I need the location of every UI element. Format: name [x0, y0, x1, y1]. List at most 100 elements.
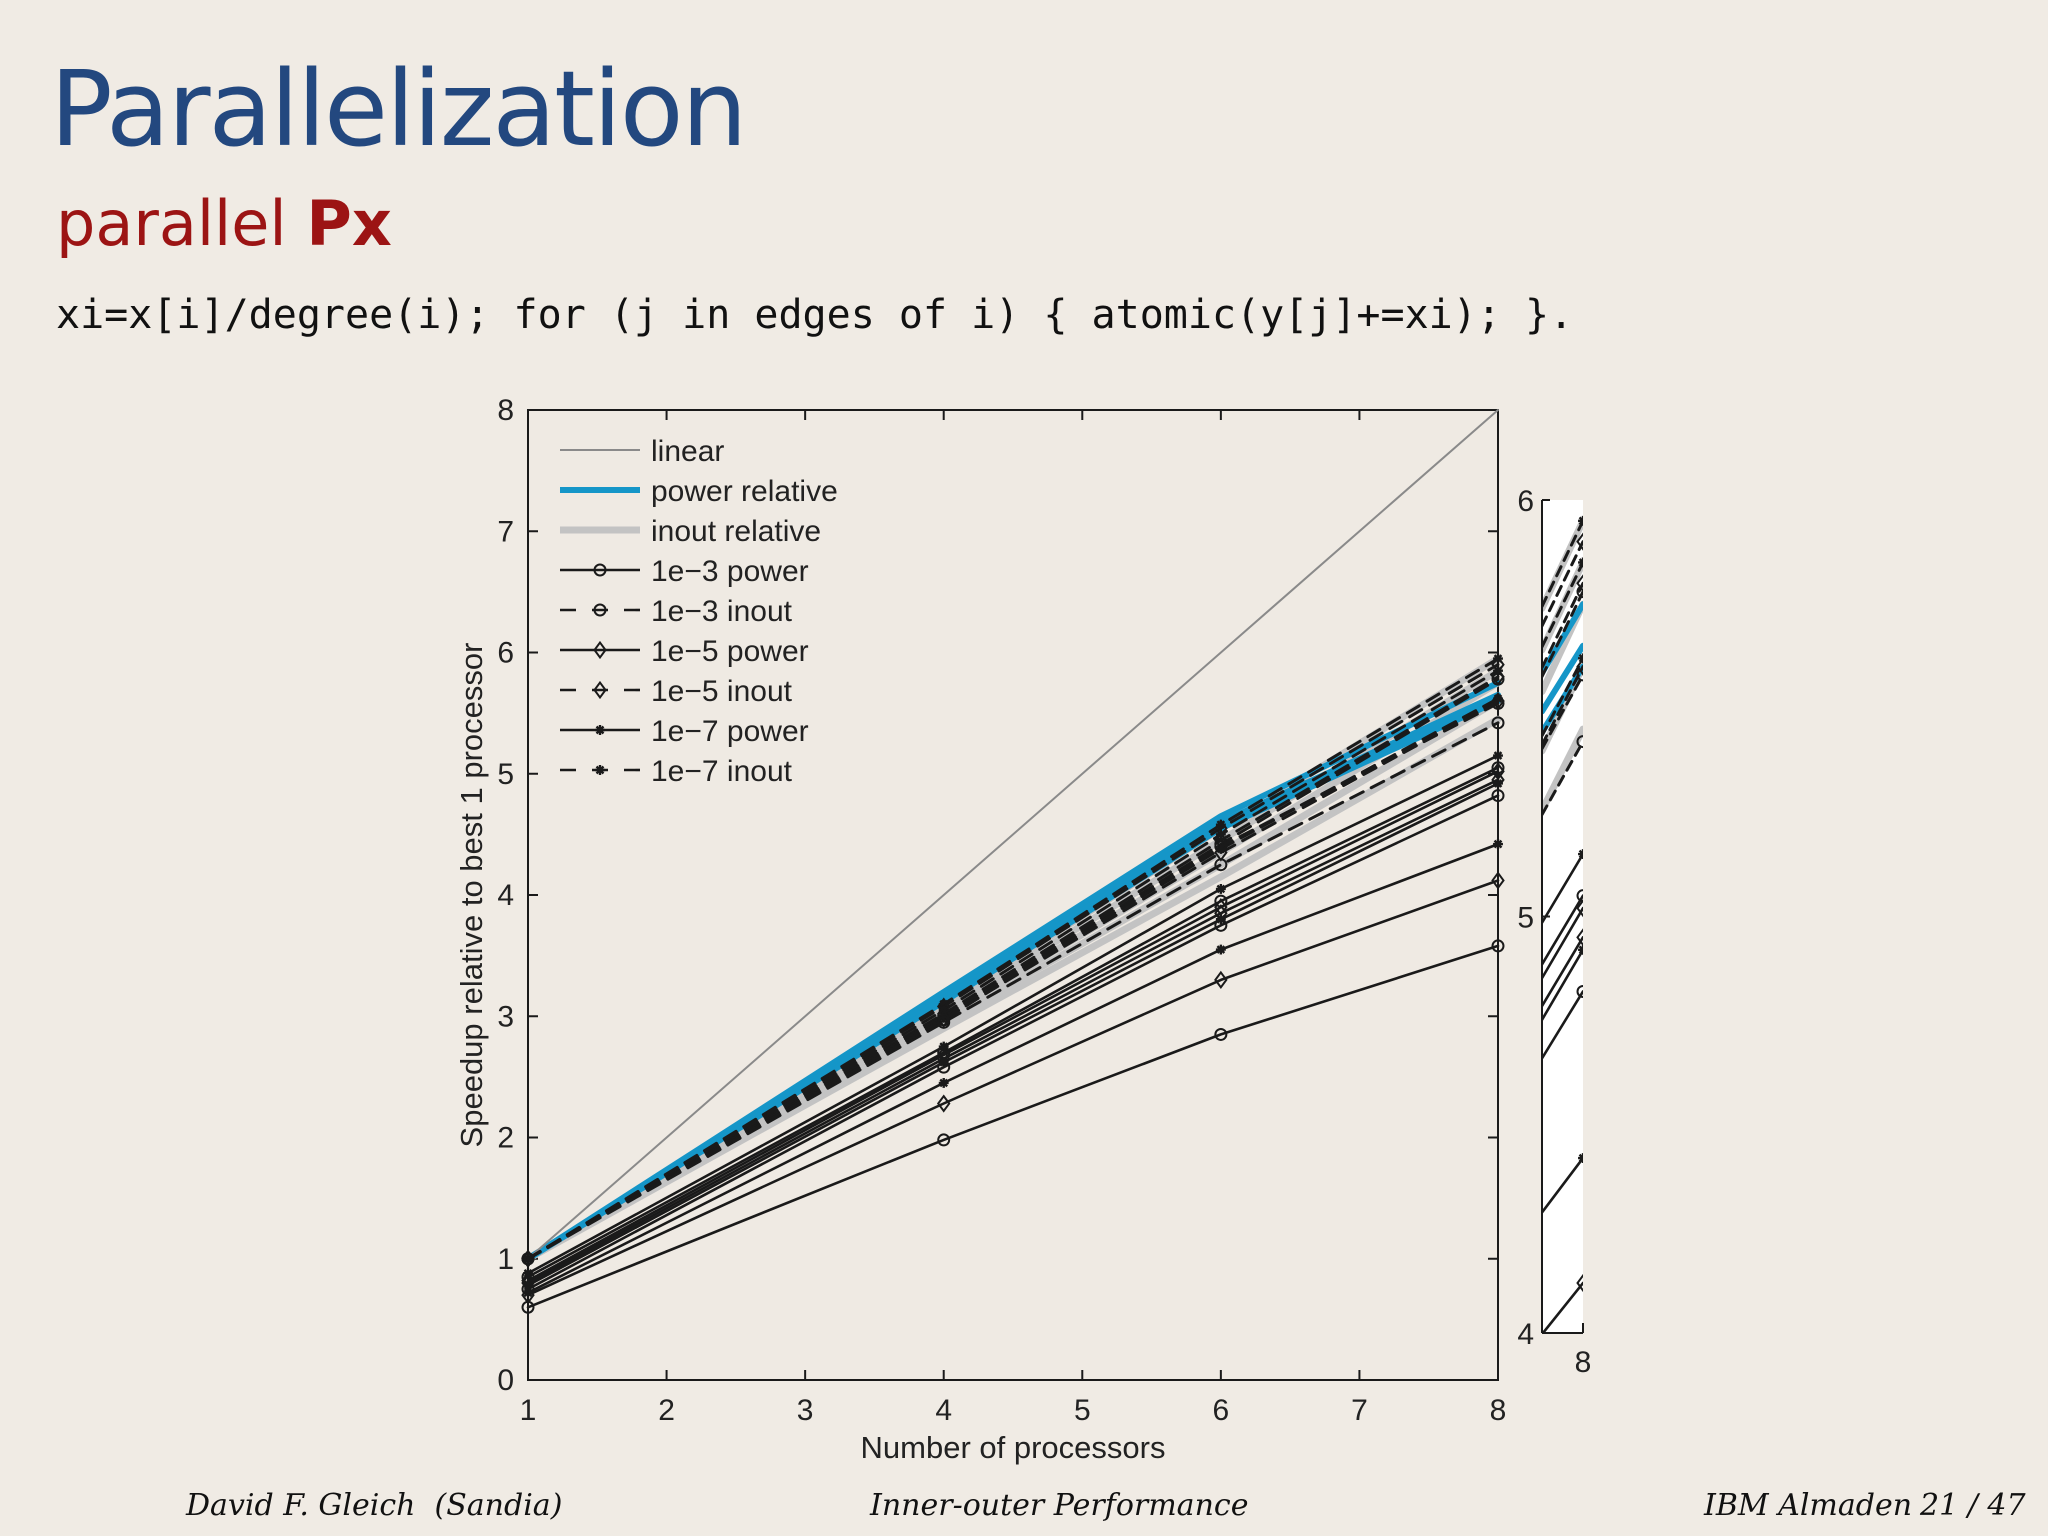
series-line-solid [526, 754, 1500, 1275]
data-point-circle [1491, 696, 1505, 710]
inset-y-tick-label: 6 [1517, 485, 1534, 518]
inset-data-point-circle [1576, 889, 1583, 903]
data-point-star [1493, 778, 1503, 789]
inset-data-point-diamond [1576, 1273, 1583, 1293]
data-point-circle [937, 1015, 951, 1029]
inset-series-line-dashed [1542, 540, 1583, 628]
inset-series-line-dashed [1542, 581, 1583, 670]
inset-series-line-solid [1542, 906, 1583, 980]
x-tick-label: 5 [1074, 1394, 1091, 1427]
series-line-solid [526, 842, 1500, 1294]
inset-series-line-dashed [1542, 590, 1583, 679]
inset-data-point-circle [1576, 735, 1583, 749]
inset-series-line-solid [1542, 852, 1583, 925]
inset-y-tick-label: 4 [1517, 1318, 1534, 1351]
data-point-circle [937, 1133, 951, 1147]
y-tick-label: 4 [497, 879, 514, 912]
code-snippet: xi=x[i]/degree(i); for (j in edges of i)… [56, 292, 1574, 338]
subtitle-emphasis: Px [306, 187, 392, 260]
legend-label: 1e−3 power [651, 555, 809, 588]
data-point-star [1215, 944, 1226, 955]
x-axis-label: Number of processors [861, 1430, 1166, 1465]
data-point-star [1215, 843, 1226, 854]
inset-series-line-dashed [1542, 519, 1583, 608]
subtitle-prefix: parallel [56, 187, 307, 260]
inset-series-line-solid [1542, 936, 1583, 1008]
x-tick-label: 6 [1213, 1394, 1230, 1427]
y-tick-label: 5 [497, 758, 514, 791]
y-tick-label: 3 [497, 1000, 514, 1033]
data-point-diamond [936, 1094, 951, 1113]
inset-series-line-solid [1542, 1281, 1583, 1333]
inset-data-point-star [1578, 1153, 1583, 1164]
inset-series-line-dashed [1542, 560, 1583, 649]
data-point-star [523, 1280, 533, 1291]
x-tick-label: 2 [658, 1394, 675, 1427]
series-line-solid [526, 778, 1500, 1285]
inset-series-line-solid [1542, 894, 1583, 966]
inset-series-line-solid [1542, 1508, 1583, 1536]
data-point-star [1215, 819, 1226, 830]
x-tick-label: 7 [1351, 1394, 1368, 1427]
series-line-dashed [526, 721, 1500, 1261]
data-point-circle [1491, 789, 1505, 803]
data-point-star [523, 1287, 533, 1298]
series-line-solid [526, 944, 1500, 1309]
data-point-circle [1491, 672, 1505, 686]
legend-label: 1e−5 power [651, 635, 809, 668]
inset-data-point-circle [1576, 585, 1583, 599]
data-point-star [1493, 839, 1503, 850]
slide-subtitle: parallel Px [56, 187, 392, 260]
data-point-star [938, 1077, 949, 1088]
inset-x-tick-label: 8 [1575, 1346, 1592, 1379]
inset-series-line-solid [1542, 990, 1583, 1060]
inset-series-line-solid [1542, 948, 1583, 1022]
legend-swatch-star [595, 765, 605, 775]
series-line-solid [526, 782, 1500, 1287]
series-line-solid [526, 766, 1500, 1279]
legend-label: 1e−7 power [651, 715, 809, 748]
legend-swatch-diamond [593, 680, 607, 700]
data-point-star [938, 999, 949, 1010]
series-line-dashed [526, 669, 1500, 1261]
series-line-dashed [526, 663, 1500, 1261]
inset-series-line-power_rel [1542, 642, 1583, 715]
inset-data-point-diamond [1576, 532, 1583, 551]
zoom-inset-plot: 4 5 6 8 [1517, 485, 1592, 1536]
inset-series-line-dashed [1542, 665, 1583, 747]
footer-talk-title: Inner-outer Performance [870, 1488, 1249, 1523]
y-tick-label: 6 [497, 637, 514, 670]
data-point-circle [521, 1252, 535, 1266]
y-tick-label: 7 [497, 515, 514, 548]
legend-label: power relative [651, 475, 838, 508]
series-line-solid [526, 879, 1500, 1297]
legend-label: 1e−3 inout [651, 595, 793, 628]
series-line-solid [526, 769, 1500, 1282]
inset-data-point-diamond [1576, 928, 1583, 947]
footer-author: David F. Gleich (Sandia) [186, 1488, 563, 1523]
y-tick-label: 8 [497, 394, 514, 427]
footer-venue: IBM Almaden [1704, 1488, 1913, 1523]
data-point-circle [1491, 716, 1505, 730]
x-tick-label: 1 [520, 1394, 537, 1427]
inset-data-point-circle [1576, 984, 1583, 998]
inset-data-point-circle [1578, 1502, 1589, 1513]
legend-swatch-circle [593, 603, 607, 617]
inset-series-line-dashed [1542, 740, 1583, 817]
inset-data-point-circle [1576, 668, 1583, 682]
data-point-circle [1214, 858, 1228, 872]
inset-series-line-dashed [1542, 673, 1583, 751]
data-point-circle [1214, 840, 1228, 853]
data-point-diamond [1491, 871, 1505, 890]
data-point-circle [1214, 918, 1228, 932]
inset-data-point-diamond [1576, 574, 1583, 593]
x-tick-label: 8 [1490, 1394, 1507, 1427]
legend-label: inout relative [651, 515, 821, 548]
legend-swatch-circle [593, 563, 607, 577]
y-tick-label: 2 [497, 1122, 514, 1155]
inset-data-point-star [1578, 557, 1583, 568]
x-tick-label: 3 [797, 1394, 814, 1427]
series-line-inout_rel [524, 715, 1502, 1263]
